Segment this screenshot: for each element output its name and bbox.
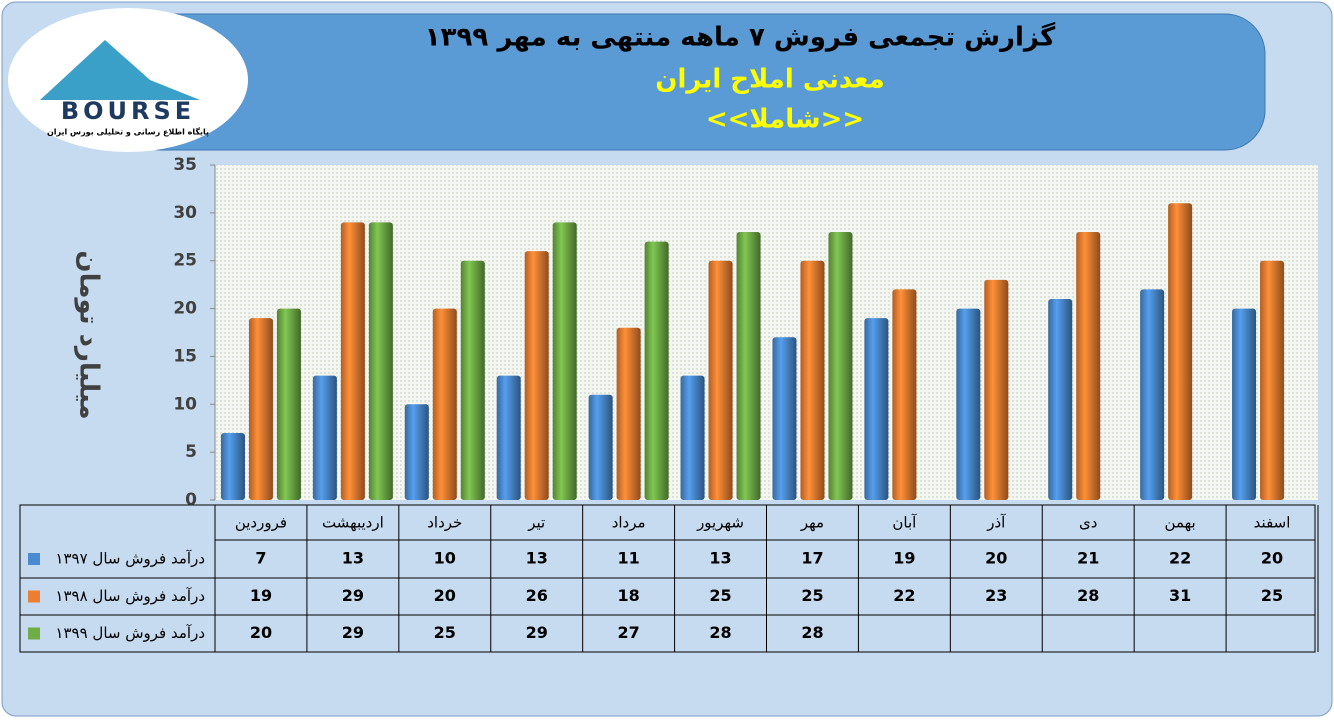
table-value: 28 bbox=[801, 623, 823, 642]
table-value: 23 bbox=[985, 586, 1007, 605]
x-tick-label: مرداد bbox=[612, 514, 646, 532]
bar bbox=[892, 289, 917, 500]
y-tick-label: 5 bbox=[185, 442, 197, 462]
y-tick-label: 10 bbox=[173, 394, 197, 414]
chart-symbol: <<شاملا>> bbox=[706, 105, 864, 135]
bar bbox=[220, 433, 245, 500]
y-axis-label: میلیارد تومان bbox=[74, 250, 104, 419]
table-value: 28 bbox=[709, 623, 731, 642]
bar bbox=[864, 318, 889, 500]
bar bbox=[312, 375, 337, 500]
table-value: 13 bbox=[342, 549, 364, 568]
x-tick-label: اسفند bbox=[1254, 514, 1291, 532]
plot-area bbox=[215, 165, 1318, 500]
y-tick-label: 20 bbox=[173, 299, 197, 319]
x-tick-label: خرداد bbox=[427, 514, 462, 532]
bar bbox=[644, 241, 669, 501]
x-tick-label: اردیبهشت bbox=[322, 514, 384, 532]
legend-swatch bbox=[28, 553, 40, 565]
x-tick-label: شهریور bbox=[696, 514, 744, 532]
table-value: 22 bbox=[893, 586, 915, 605]
table-value: 13 bbox=[709, 549, 731, 568]
table-value: 7 bbox=[255, 549, 266, 568]
table-value: 25 bbox=[709, 586, 731, 605]
bar bbox=[616, 327, 641, 500]
table-value: 27 bbox=[617, 623, 639, 642]
bar bbox=[800, 260, 825, 500]
x-tick-label: مهر bbox=[800, 514, 824, 532]
bar bbox=[460, 260, 485, 500]
bar bbox=[1076, 232, 1101, 500]
table-value: 20 bbox=[985, 549, 1007, 568]
chart-title: گزارش تجمعی فروش ۷ ماهه منتهی به مهر ۱۳۹… bbox=[425, 22, 1056, 53]
logo-brand: BOURSE bbox=[61, 97, 195, 125]
bar bbox=[984, 279, 1009, 500]
bar bbox=[524, 251, 549, 500]
bar bbox=[828, 232, 853, 500]
table-value: 25 bbox=[434, 623, 456, 642]
table-value: 19 bbox=[893, 549, 915, 568]
table-value: 29 bbox=[342, 586, 364, 605]
bar bbox=[1048, 299, 1073, 500]
bar bbox=[1140, 289, 1165, 500]
logo-shape bbox=[40, 40, 200, 100]
bar bbox=[248, 318, 273, 500]
x-tick-label: فروردین bbox=[235, 514, 287, 532]
legend-label: درآمد فروش سال ۱۳۹۷ bbox=[55, 550, 205, 568]
table-value: 10 bbox=[434, 549, 456, 568]
y-tick-label: 15 bbox=[173, 346, 197, 366]
bar bbox=[708, 260, 733, 500]
y-tick-label: 30 bbox=[173, 203, 197, 223]
y-tick-label: 25 bbox=[173, 251, 197, 271]
table-value: 20 bbox=[434, 586, 456, 605]
legend-label: درآمد فروش سال ۱۳۹۹ bbox=[55, 624, 205, 642]
x-tick-label: آذر bbox=[986, 514, 1006, 532]
y-tick-label: 35 bbox=[173, 155, 197, 175]
legend-swatch bbox=[28, 627, 40, 640]
table-value: 19 bbox=[250, 586, 272, 605]
bar bbox=[340, 222, 365, 500]
table-value: 25 bbox=[801, 586, 823, 605]
bar bbox=[680, 375, 705, 500]
x-tick-label: تیر bbox=[527, 514, 545, 532]
table-value: 11 bbox=[617, 549, 639, 568]
bar bbox=[772, 337, 797, 500]
bar bbox=[404, 404, 429, 500]
bar bbox=[432, 308, 457, 500]
bar bbox=[1260, 260, 1285, 500]
bar bbox=[496, 375, 521, 500]
bar bbox=[1168, 203, 1193, 501]
bar bbox=[276, 308, 301, 500]
legend-swatch bbox=[28, 590, 40, 603]
logo-tagline: پایگاه اطلاع رسانی و تحلیلی بورس ایران bbox=[47, 127, 209, 138]
bar bbox=[588, 394, 613, 500]
table-value: 29 bbox=[342, 623, 364, 642]
bar bbox=[552, 222, 577, 500]
y-tick-label: 0 bbox=[185, 490, 197, 510]
table-value: 20 bbox=[250, 623, 272, 642]
bar bbox=[736, 232, 761, 500]
table-value: 20 bbox=[1261, 549, 1283, 568]
table-value: 18 bbox=[617, 586, 639, 605]
table-value: 13 bbox=[526, 549, 548, 568]
table-value: 26 bbox=[526, 586, 548, 605]
x-tick-label: دی bbox=[1079, 514, 1097, 532]
bar bbox=[1232, 308, 1257, 500]
bar bbox=[368, 222, 393, 500]
table-value: 22 bbox=[1169, 549, 1191, 568]
legend-label: درآمد فروش سال ۱۳۹۸ bbox=[55, 587, 205, 605]
chart-subtitle: معدنی املاح ایران bbox=[655, 65, 884, 95]
table-value: 28 bbox=[1077, 586, 1099, 605]
table-value: 25 bbox=[1261, 586, 1283, 605]
x-tick-label: آبان bbox=[892, 514, 917, 532]
table-value: 21 bbox=[1077, 549, 1099, 568]
table-value: 31 bbox=[1169, 586, 1191, 605]
bar bbox=[956, 308, 981, 500]
table-value: 17 bbox=[801, 549, 823, 568]
x-tick-label: بهمن bbox=[1165, 514, 1196, 532]
table-value: 29 bbox=[526, 623, 548, 642]
